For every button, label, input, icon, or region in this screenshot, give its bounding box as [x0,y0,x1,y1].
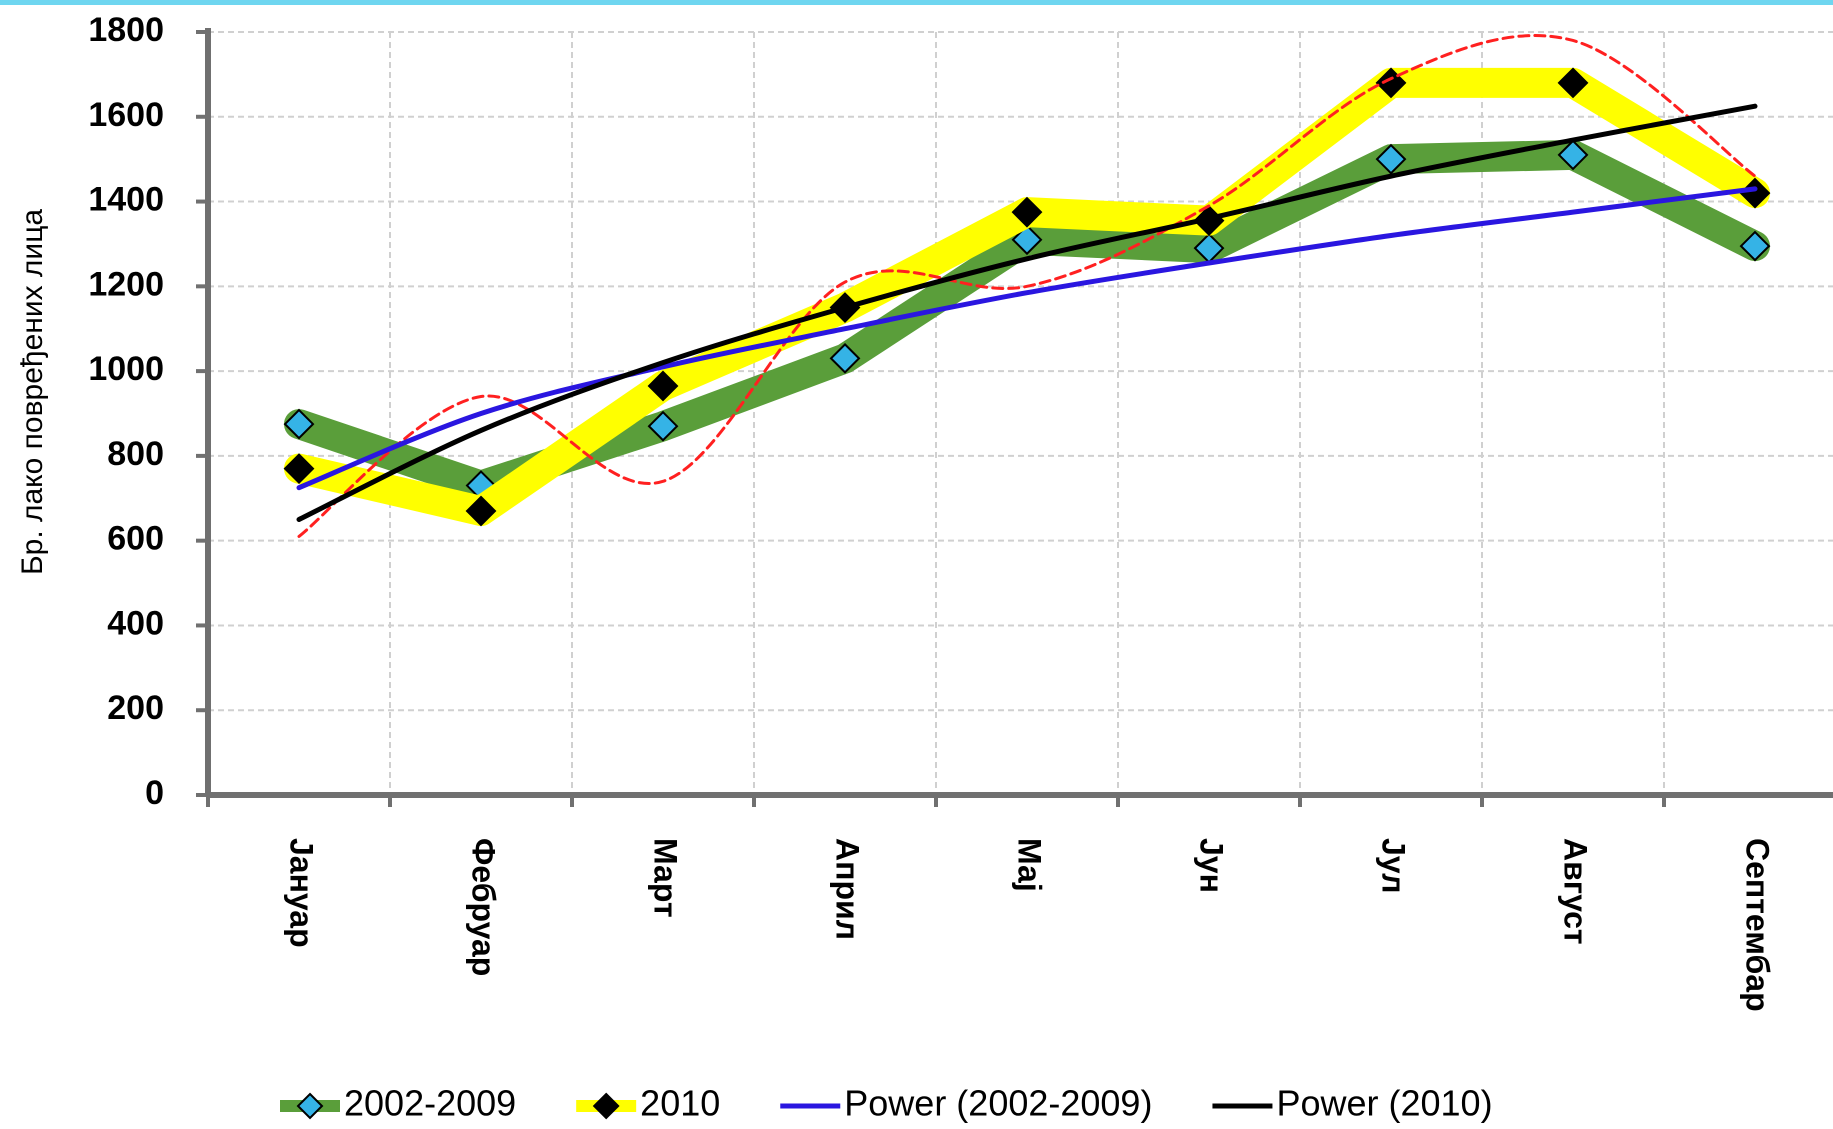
marker [1375,143,1407,175]
x-tick-label: Јун [1194,838,1230,893]
marker [1557,67,1589,99]
marker [829,342,861,374]
marker [1011,196,1043,228]
marker [465,495,497,527]
legend-label: 2002-2009 [344,1083,516,1124]
y-tick-label: 400 [107,604,164,642]
y-tick-label: 1600 [88,96,164,134]
y-tick-label: 800 [107,435,164,473]
legend-label: Power (2002-2009) [844,1083,1152,1124]
x-tick-label: Фебруар [466,838,502,976]
top-border [0,0,1833,5]
marker [1739,230,1771,262]
y-tick-label: 1000 [88,350,164,388]
x-tick-label: Мај [1012,838,1048,892]
series-line [297,34,1757,538]
y-tick-label: 600 [107,520,164,558]
x-tick-label: Август [1558,838,1594,945]
legend-marker [296,1092,324,1120]
legend-label: Power (2010) [1276,1083,1492,1124]
y-tick-label: 200 [107,689,164,727]
x-tick-label: Септембар [1740,838,1776,1012]
y-axis-label: Бр. лако повређених лица [16,209,49,575]
marker [283,408,315,440]
x-tick-label: Март [648,838,684,918]
y-tick-label: 1800 [88,11,164,49]
marker [647,410,679,442]
legend-label: 2010 [640,1083,720,1124]
x-tick-label: Јул [1376,838,1412,894]
series-line [296,186,1758,491]
legend-marker [592,1092,620,1120]
marker [1557,139,1589,171]
y-tick-label: 1400 [88,181,164,219]
x-tick-label: Јануар [284,838,320,948]
marker [283,453,315,485]
x-tick-label: Април [830,838,866,940]
y-tick-label: 0 [145,774,164,812]
y-tick-label: 1200 [88,265,164,303]
marker [647,370,679,402]
series-line [296,103,1758,522]
